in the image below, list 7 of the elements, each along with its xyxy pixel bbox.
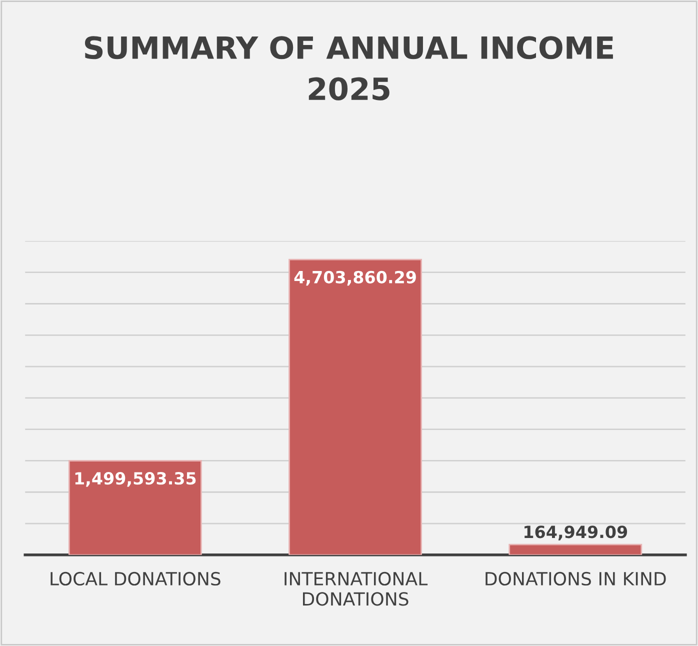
x-tick-label: DONATIONS IN KIND xyxy=(486,572,666,586)
data-label: 1,499,593.35 xyxy=(75,472,196,487)
data-label: 4,703,860.29 xyxy=(294,270,416,286)
data-label: 164,949.09 xyxy=(524,526,628,540)
x-tick-label: LOCAL DONATIONS xyxy=(50,572,220,586)
x-tick-label: INTERNATIONAL DONATIONS xyxy=(284,572,428,606)
chart-title: SUMMARY OF ANNUAL INCOME 2025 xyxy=(84,36,613,100)
